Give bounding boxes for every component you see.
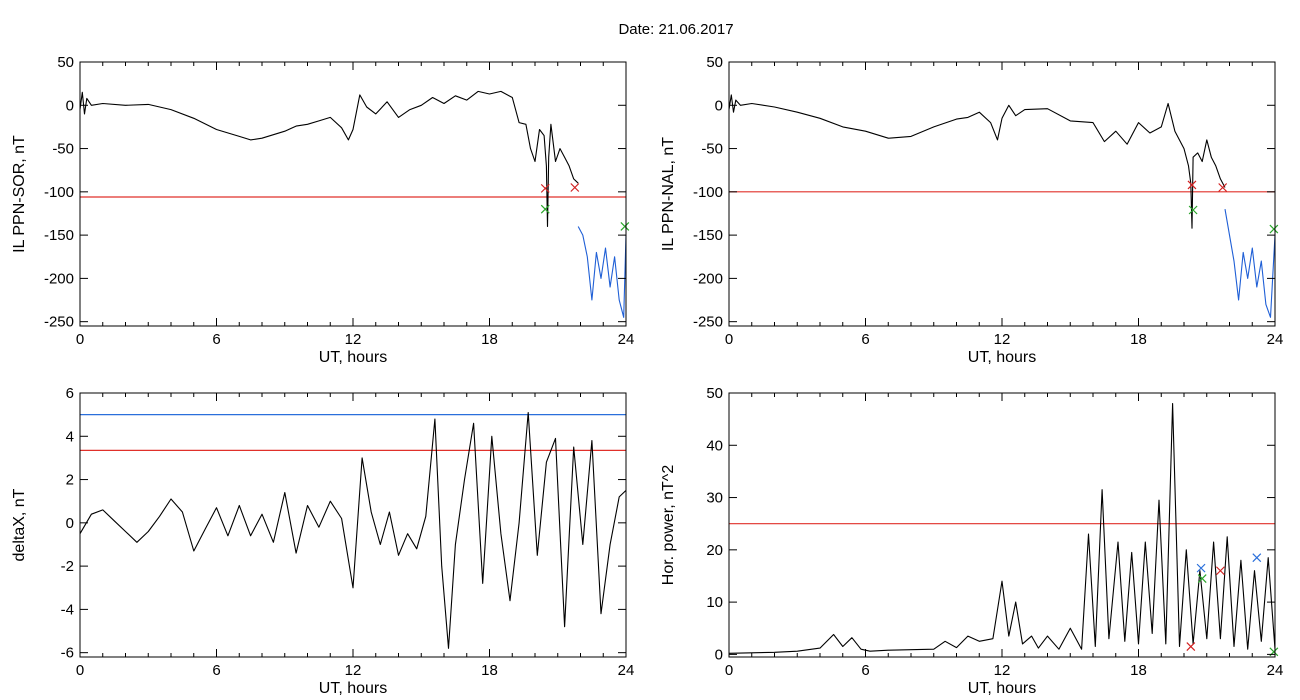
x-axis-label: UT, hours: [319, 680, 387, 697]
x-tick-label: 12: [994, 662, 1011, 679]
data-marker: [1196, 563, 1206, 573]
y-tick-label: 50: [706, 385, 723, 402]
y-tick-label: 4: [66, 428, 74, 445]
y-tick-label: -200: [44, 270, 74, 287]
y-tick-label: 50: [706, 54, 723, 71]
y-tick-label: -4: [61, 601, 74, 618]
y-tick-label: 0: [66, 515, 74, 532]
x-axis-label: UT, hours: [968, 680, 1036, 697]
y-tick-label: -50: [52, 141, 74, 158]
y-tick-label: 30: [706, 490, 723, 507]
x-tick-label: 24: [1267, 662, 1284, 679]
x-tick-label: 0: [725, 331, 733, 348]
series-line: [79, 411, 627, 649]
y-tick-label: 2: [66, 472, 74, 489]
data-marker: [570, 183, 580, 192]
x-tick-label: 6: [861, 331, 869, 348]
panel-bottom-left: UT, hours deltaX, nT 0 6 12 18 24 6 4 2 0 -2 -4 -6: [11, 385, 634, 697]
plot-frame: [728, 61, 1276, 327]
data-marker: [1186, 642, 1196, 651]
x-tick-label: 12: [994, 331, 1011, 348]
y-tick-label: 0: [715, 97, 723, 114]
x-tick-label: 18: [1130, 662, 1147, 679]
data-marker: [1215, 566, 1225, 576]
y-tick-label: -100: [44, 184, 74, 201]
data-marker: [1187, 180, 1197, 190]
y-tick-label: -100: [693, 184, 723, 201]
x-tick-label: 0: [725, 662, 733, 679]
x-tick-label: 6: [861, 662, 869, 679]
y-tick-label: 0: [715, 646, 723, 663]
y-tick-label: 0: [66, 97, 74, 114]
y-tick-label: 50: [57, 54, 74, 71]
y-axis-label: IL PPN-SOR, nT: [11, 135, 28, 253]
series-line: [728, 402, 1276, 654]
y-tick-label: -250: [693, 314, 723, 331]
plot-frame: [728, 392, 1276, 658]
data-marker: [1188, 205, 1198, 215]
y-tick-label: 40: [706, 437, 723, 454]
y-axis-label: Hor. power, nT^2: [660, 465, 677, 586]
x-tick-label: 12: [345, 662, 362, 679]
y-tick-label: -150: [693, 227, 723, 244]
data-marker: [540, 204, 550, 214]
x-tick-label: 24: [618, 662, 635, 679]
plot-frame: [79, 392, 627, 658]
data-marker: [1252, 553, 1262, 563]
series-line: [1224, 209, 1276, 318]
data-marker: [620, 222, 630, 231]
panel-top-right: UT, hours IL PPN-NAL, nT 0 6 12 18 24 50 0 -50 -…: [660, 54, 1283, 366]
page-title: Date: 21.06.2017: [618, 21, 733, 38]
data-marker: [1197, 574, 1207, 584]
y-tick-label: -200: [693, 270, 723, 287]
x-tick-label: 24: [618, 331, 635, 348]
x-tick-label: 6: [212, 331, 220, 348]
data-marker: [1269, 224, 1279, 234]
x-tick-label: 18: [481, 662, 498, 679]
y-tick-label: -50: [701, 141, 723, 158]
y-tick-label: -150: [44, 227, 74, 244]
y-tick-label: -6: [61, 645, 74, 662]
x-tick-label: 18: [1130, 331, 1147, 348]
y-tick-label: 6: [66, 385, 74, 402]
series-line: [728, 94, 1226, 229]
y-tick-label: -250: [44, 314, 74, 331]
panel-top-left: UT, hours IL PPN-SOR, nT 0 6 12 18 24 50 0 -50 -…: [11, 54, 634, 366]
x-tick-label: 6: [212, 662, 220, 679]
x-tick-label: 24: [1267, 331, 1284, 348]
y-tick-label: 20: [706, 542, 723, 559]
data-marker: [1218, 183, 1228, 192]
plot-frame: [79, 61, 627, 327]
x-tick-label: 0: [76, 662, 84, 679]
y-axis-label: IL PPN-NAL, nT: [660, 137, 677, 251]
x-tick-label: 0: [76, 331, 84, 348]
x-axis-label: UT, hours: [319, 349, 387, 366]
panel-bottom-right: UT, hours Hor. power, nT^2 0 6 12 18 24 50 40 3…: [660, 385, 1283, 697]
x-tick-label: 12: [345, 331, 362, 348]
x-tick-label: 18: [481, 331, 498, 348]
y-axis-label: deltaX, nT: [11, 488, 28, 561]
series-line: [79, 90, 579, 228]
series-line: [577, 226, 627, 318]
y-tick-label: 10: [706, 594, 723, 611]
y-tick-label: -2: [61, 558, 74, 575]
data-marker: [540, 183, 550, 193]
x-axis-label: UT, hours: [968, 349, 1036, 366]
